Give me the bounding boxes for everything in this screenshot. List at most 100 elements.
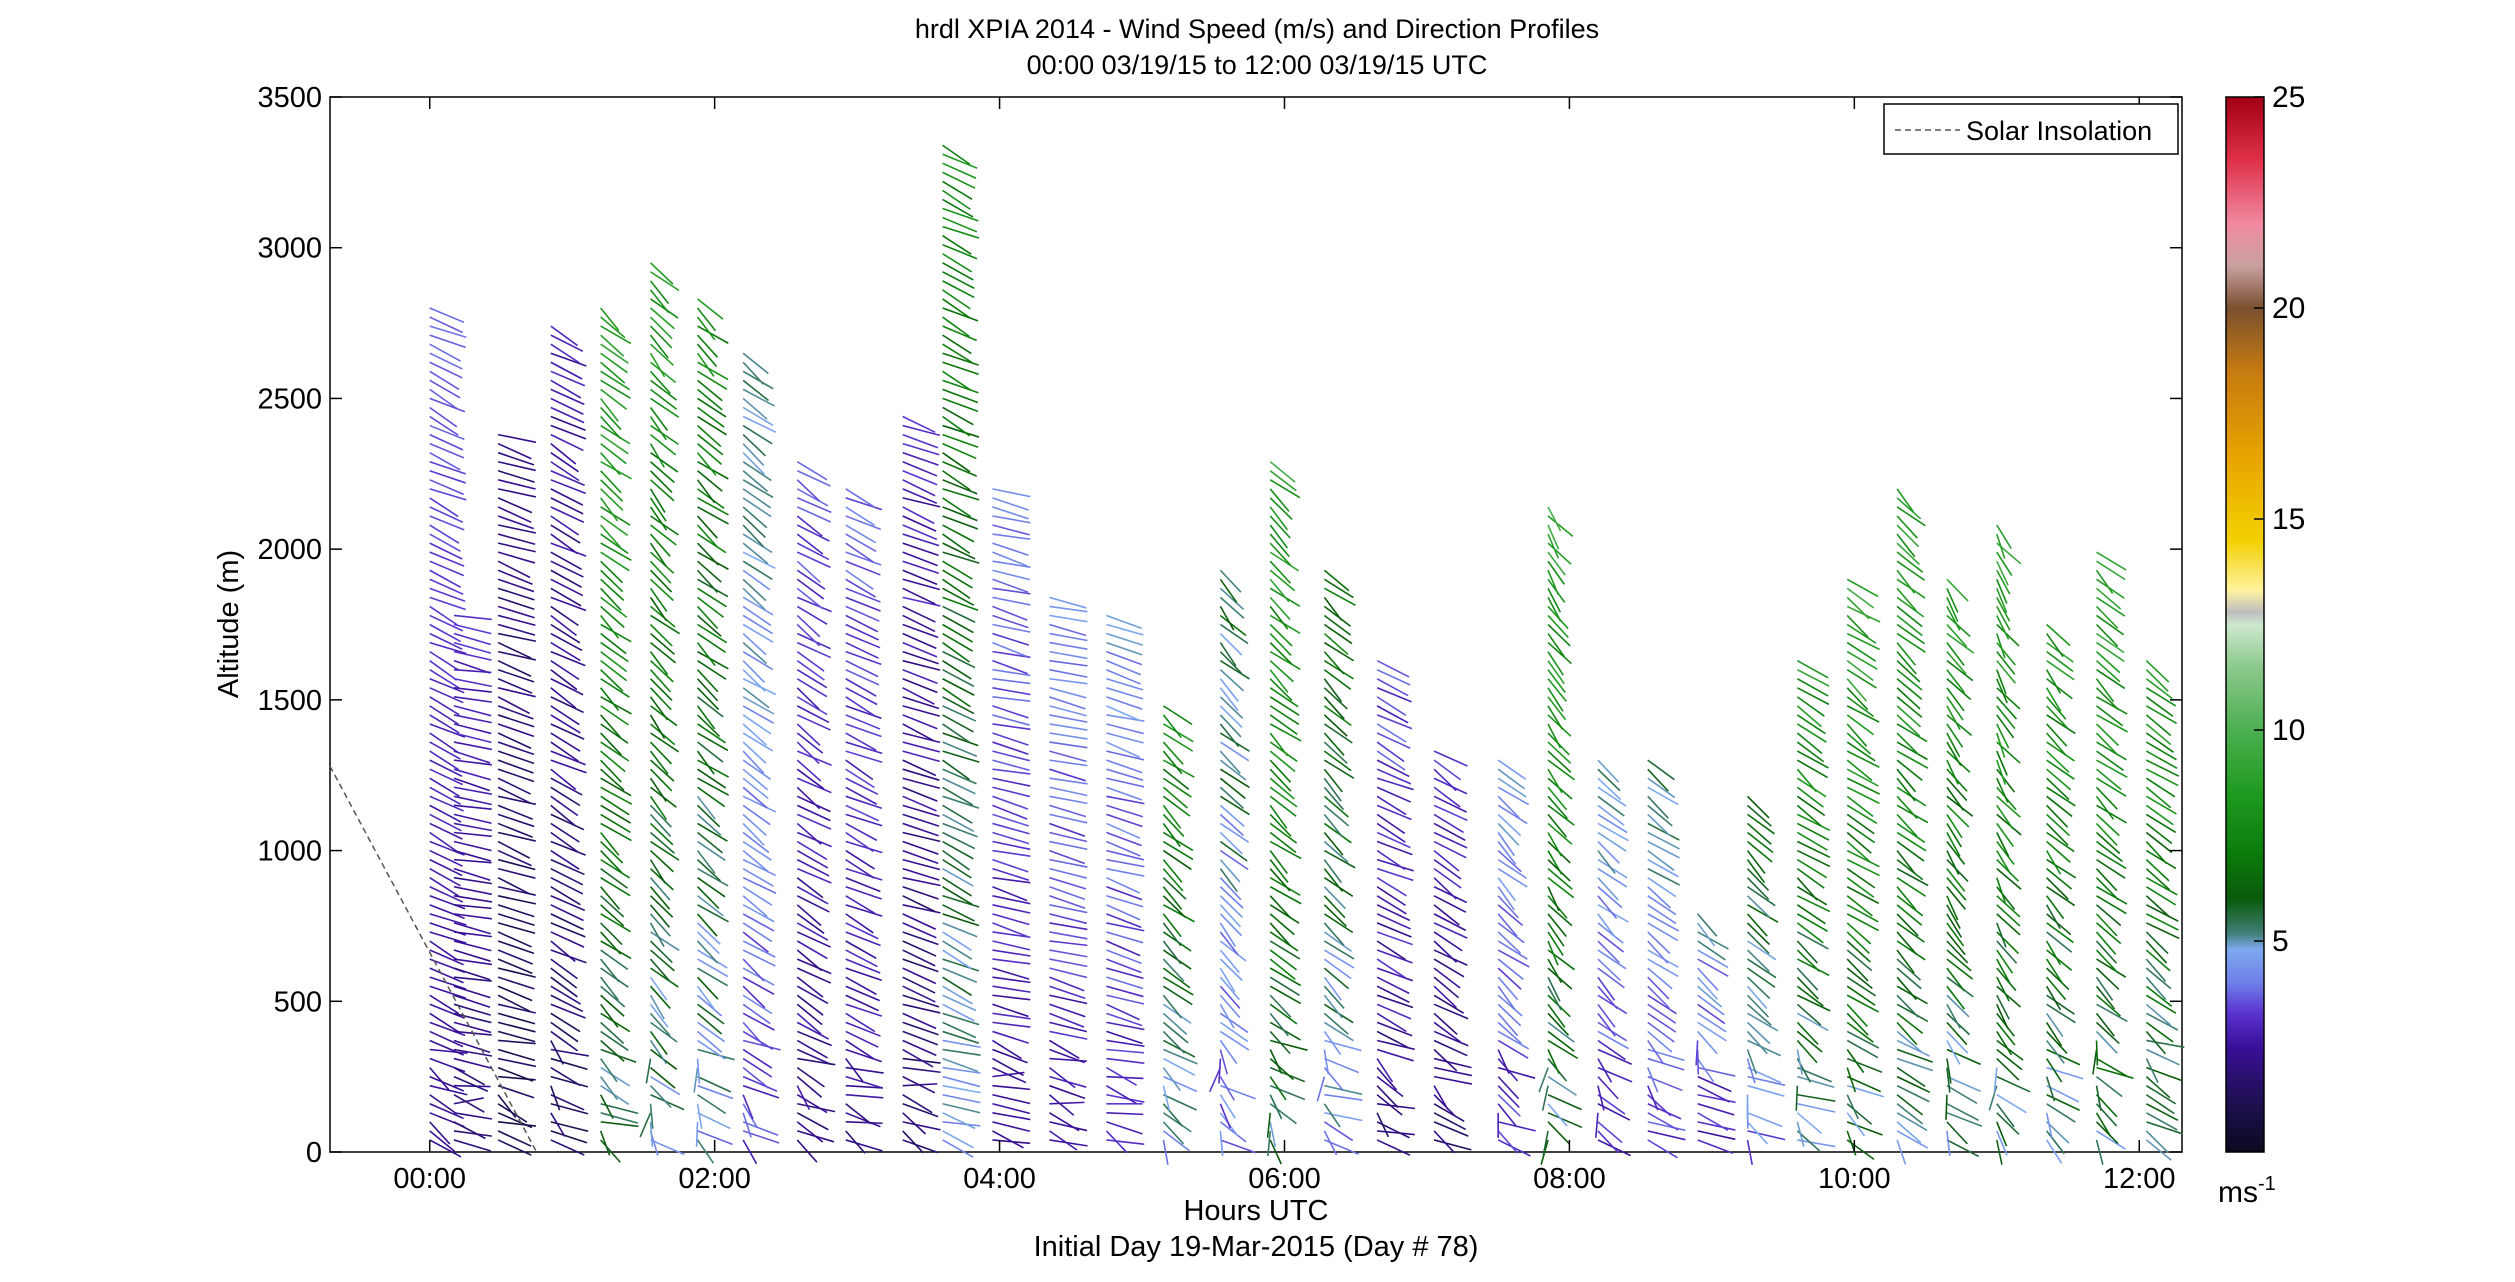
wind-barb [902, 885, 939, 900]
wind-barb [1647, 922, 1679, 942]
wind-barb [1376, 678, 1409, 697]
wind-barb [902, 451, 939, 466]
wind-barb [550, 325, 579, 347]
wind-barb [497, 515, 535, 530]
wind-barb [942, 714, 974, 733]
wind-barb [845, 614, 879, 633]
wind-barb [1106, 786, 1143, 801]
wind-barb [992, 777, 1031, 787]
wind-barb [429, 497, 459, 518]
wind-barb [550, 985, 582, 1005]
wind-barb [942, 904, 975, 922]
wind-barb [1547, 913, 1567, 938]
wind-barb [429, 886, 464, 903]
wind-barb [1163, 904, 1195, 923]
wind-barb [1106, 831, 1142, 847]
wind-barb [1269, 949, 1298, 971]
wind-barb [1996, 877, 2006, 903]
wind-barb [1846, 804, 1878, 824]
wind-barb [497, 994, 531, 1013]
wind-barb [1896, 1003, 1929, 1023]
wind-barb [429, 1067, 450, 1091]
wind-barb [1162, 804, 1182, 829]
wind-barb [1323, 632, 1349, 656]
wind-barb [497, 1094, 517, 1119]
wind-barb [696, 705, 716, 730]
wind-barb [429, 424, 465, 441]
wind-barb [942, 460, 978, 477]
wind-barb [697, 470, 723, 492]
wind-barb [1697, 1012, 1727, 1033]
wind-barb [2096, 1057, 2128, 1077]
wind-barb [2145, 813, 2177, 834]
wind-barb [1946, 1067, 1951, 1093]
wind-barb [1746, 822, 1772, 845]
wind-barb [942, 1093, 981, 1104]
wind-barb [1896, 886, 1917, 910]
wind-barb [1376, 1030, 1410, 1049]
wind-barb [992, 949, 1031, 957]
wind-barb [1106, 1139, 1145, 1146]
wind-barb [1547, 922, 1565, 947]
wind-barb [902, 614, 936, 633]
wind-barb [1162, 922, 1182, 947]
wind-barb [902, 587, 936, 605]
wind-barb [2095, 831, 2121, 855]
wind-barb [600, 877, 631, 897]
wind-barb [2095, 949, 2118, 973]
wind-barb [1796, 795, 1826, 817]
wind-barb [1746, 831, 1774, 854]
wind-barb [2046, 913, 2072, 936]
wind-barb [649, 262, 674, 285]
wind-barb [697, 506, 729, 525]
wind-barb [1996, 922, 2007, 948]
wind-barb [429, 687, 464, 704]
wind-barb [1433, 1048, 1458, 1072]
wind-barb [2046, 822, 2069, 846]
wind-barb [697, 994, 723, 1017]
wind-barb [600, 406, 622, 431]
wind-barb [2145, 994, 2177, 1014]
wind-barb [1269, 1094, 1283, 1120]
wind-barb [1106, 1084, 1137, 1105]
wind-barb [1162, 985, 1193, 1006]
wind-barb [1497, 913, 1518, 937]
wind-barb [1162, 1085, 1171, 1111]
wind-barb [1106, 777, 1145, 788]
wind-barb [429, 678, 465, 694]
wind-barb [2045, 1076, 2056, 1102]
wind-barb [1647, 895, 1677, 916]
wind-barb [1547, 850, 1563, 875]
wind-barb [1547, 931, 1564, 956]
wind-barb [429, 406, 458, 428]
wind-barb [942, 813, 975, 832]
wind-barb [1269, 642, 1293, 665]
wind-barb [429, 587, 466, 603]
wind-barb [796, 1066, 825, 1088]
wind-barb [1106, 940, 1141, 957]
wind-barb [742, 578, 767, 602]
wind-barb [1846, 1039, 1879, 1059]
wind-barb [902, 479, 936, 497]
wind-barb [1846, 1012, 1869, 1036]
wind-barb [1846, 714, 1875, 736]
wind-barb [1049, 786, 1088, 797]
wind-barb [1796, 705, 1822, 728]
wind-barb [992, 488, 1031, 498]
wind-barb [1049, 605, 1088, 613]
wind-barb [1846, 705, 1880, 723]
wind-barb [429, 506, 464, 523]
wind-barb [2096, 705, 2124, 727]
wind-barb [902, 433, 939, 449]
wind-barb [2145, 1130, 2169, 1154]
wind-barb [1547, 542, 1572, 565]
wind-barb [550, 660, 580, 681]
wind-barb [902, 497, 941, 508]
wind-barb [742, 994, 773, 1015]
wind-barb [2046, 741, 2075, 762]
wind-barb [992, 542, 1029, 556]
wind-barb [1547, 506, 1562, 532]
wind-barb [1996, 795, 2021, 818]
wind-barb [550, 687, 577, 709]
wind-barb [1433, 1039, 1468, 1057]
